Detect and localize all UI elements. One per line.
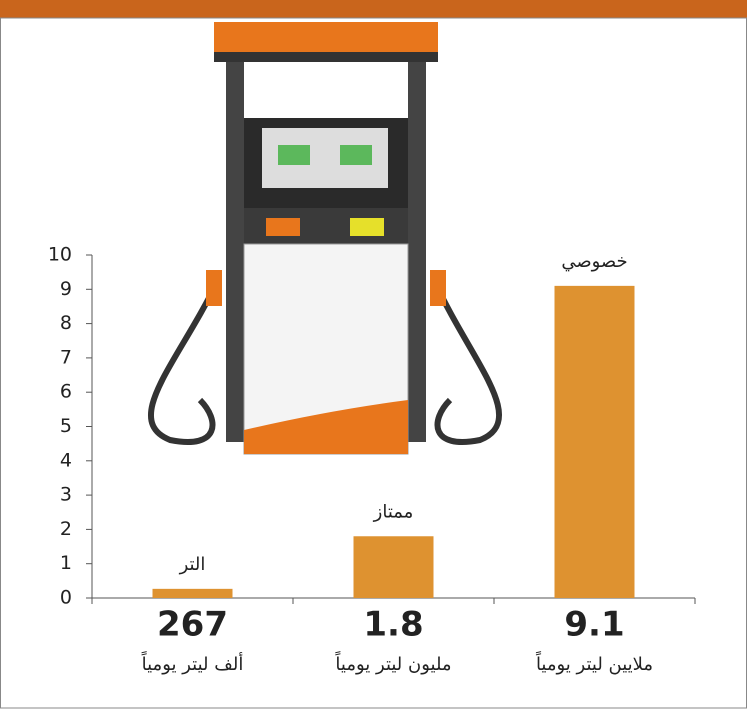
bar xyxy=(153,589,233,598)
fuel-pump-illustration xyxy=(151,22,499,454)
value-label: 1.8 xyxy=(363,605,423,645)
y-tick-label: 3 xyxy=(60,484,72,506)
y-tick-label: 7 xyxy=(60,346,72,368)
y-tick-label: 1 xyxy=(60,552,72,574)
unit-label: مليون ليتر يومياً xyxy=(334,651,451,675)
top-banner xyxy=(0,0,747,18)
category-label: التر xyxy=(179,554,206,575)
y-tick-label: 8 xyxy=(60,312,72,334)
chart: 0 1 2 3 4 5 6 7 8 9 10 التر 267 ألف ليتر يومياً ممتاز 1… xyxy=(0,0,747,712)
category-label: ممتاز xyxy=(373,501,414,522)
bar xyxy=(555,286,635,598)
y-tick-label: 4 xyxy=(60,449,72,471)
category-label: خصوصي xyxy=(561,251,627,272)
value-label: 267 xyxy=(157,605,228,645)
unit-label: ملايين ليتر يومياً xyxy=(535,651,653,675)
value-label: 9.1 xyxy=(564,605,624,645)
y-tick-label: 5 xyxy=(60,415,72,437)
y-tick-label: 6 xyxy=(60,381,72,403)
y-tick-label: 10 xyxy=(48,244,72,266)
y-tick-label: 2 xyxy=(60,518,72,540)
bar xyxy=(354,536,434,598)
unit-label: ألف ليتر يومياً xyxy=(141,651,244,675)
y-tick-label: 9 xyxy=(60,278,72,300)
y-tick-label: 0 xyxy=(60,587,72,609)
